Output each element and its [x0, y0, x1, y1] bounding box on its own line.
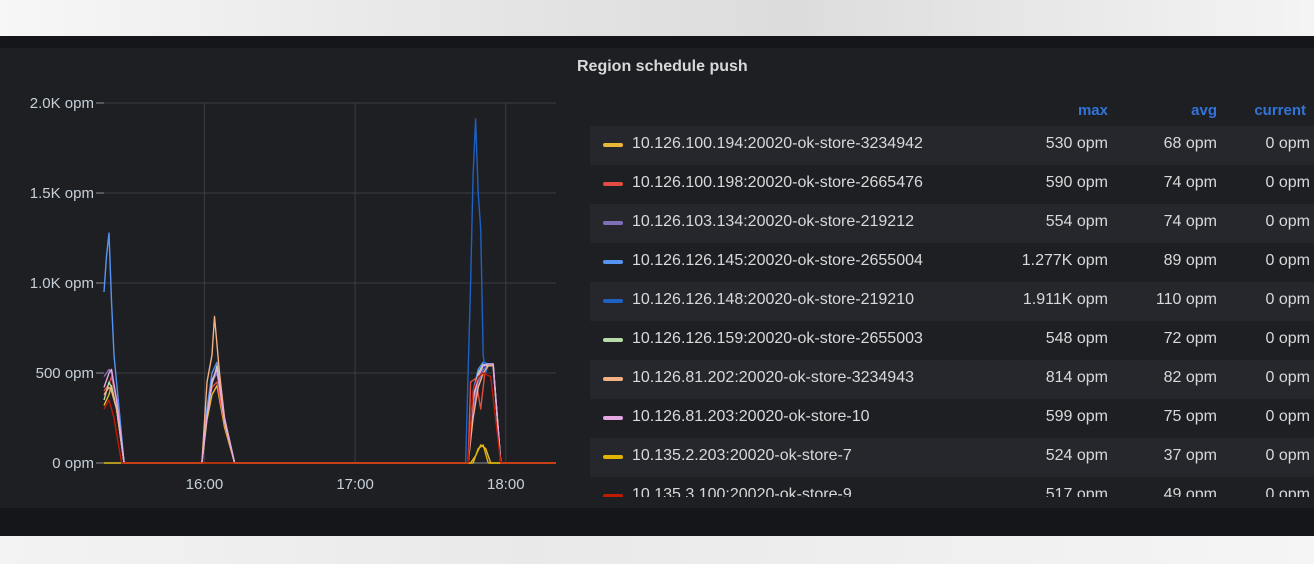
legend-avg-value: 74 opm — [1163, 174, 1217, 191]
page-background-bottom — [0, 536, 1314, 564]
legend-current-value: 0 opm — [1265, 174, 1310, 191]
legend-current-value: 0 opm — [1265, 330, 1310, 347]
legend-current-value: 0 opm — [1265, 447, 1310, 464]
chart-grid — [104, 102, 556, 464]
legend-current-value: 0 opm — [1265, 213, 1310, 230]
legend-series-name: 10.126.100.198:20020-ok-store-2665476 — [632, 174, 923, 191]
legend-title: Region schedule push — [577, 58, 748, 75]
legend-series-name: 10.126.126.159:20020-ok-store-2655003 — [632, 330, 923, 347]
legend-avg-value: 49 opm — [1163, 486, 1217, 497]
legend-header-current[interactable]: current — [1254, 102, 1306, 119]
x-tick-label: 17:00 — [336, 476, 374, 493]
series-line-3[interactable] — [103, 365, 556, 464]
y-tick-label: 2.0K opm — [30, 95, 94, 112]
legend-table: 10.126.100.194:20020-ok-store-3234942 530… — [590, 126, 1314, 497]
series-color-swatch[interactable] — [603, 338, 623, 342]
legend-row[interactable]: 10.135.3.100:20020-ok-store-9 517 opm 49 o… — [590, 477, 1314, 497]
legend-header-max[interactable]: max — [1077, 102, 1108, 119]
series-color-swatch[interactable] — [603, 221, 623, 225]
legend-series-name: 10.135.3.100:20020-ok-store-9 — [632, 486, 852, 497]
series-line-6[interactable] — [103, 363, 556, 464]
series-line-5[interactable] — [104, 118, 556, 464]
legend-max-value: 1.277K opm — [1021, 252, 1108, 269]
legend-max-value: 599 opm — [1045, 408, 1108, 425]
legend-current-value: 0 opm — [1265, 291, 1310, 308]
series-color-swatch[interactable] — [603, 416, 623, 420]
legend-current-value: 0 opm — [1265, 135, 1310, 152]
series-line-10[interactable] — [103, 372, 556, 464]
chart-series-lines — [103, 118, 556, 464]
legend-max-value: 524 opm — [1045, 447, 1108, 464]
series-color-swatch[interactable] — [603, 182, 623, 186]
series-color-swatch[interactable] — [603, 299, 623, 303]
legend-avg-value: 37 opm — [1163, 447, 1217, 464]
legend-header-avg[interactable]: avg — [1191, 102, 1217, 119]
legend-max-value: 814 opm — [1045, 369, 1108, 386]
y-tick-label: 500 opm — [36, 365, 94, 382]
legend-series-name: 10.126.103.134:20020-ok-store-219212 — [632, 213, 914, 230]
legend-row[interactable]: 10.126.100.194:20020-ok-store-3234942 530… — [590, 126, 1314, 165]
x-tick-label: 18:00 — [487, 476, 525, 493]
legend-max-value: 517 opm — [1045, 486, 1108, 497]
series-line-7[interactable] — [103, 315, 556, 464]
y-tick-label: 1.0K opm — [30, 275, 94, 292]
series-line-1[interactable] — [103, 384, 556, 464]
legend-max-value: 554 opm — [1045, 213, 1108, 230]
series-line-2[interactable] — [103, 365, 556, 464]
legend-row[interactable]: 10.126.126.148:20020-ok-store-219210 1.91… — [590, 282, 1314, 321]
legend-row[interactable]: 10.126.81.202:20020-ok-store-3234943 814 … — [590, 360, 1314, 399]
legend-avg-value: 74 opm — [1163, 213, 1217, 230]
series-color-swatch[interactable] — [603, 494, 623, 497]
series-color-swatch[interactable] — [603, 377, 623, 381]
legend-avg-value: 75 opm — [1163, 408, 1217, 425]
legend-max-value: 530 opm — [1045, 135, 1108, 152]
page-background-top — [0, 0, 1314, 36]
series-color-swatch[interactable] — [603, 260, 623, 264]
legend-avg-value: 89 opm — [1163, 252, 1217, 269]
legend-avg-value: 72 opm — [1163, 330, 1217, 347]
legend-row[interactable]: 10.135.2.203:20020-ok-store-7 524 opm 37 o… — [590, 438, 1314, 477]
legend-current-value: 0 opm — [1265, 252, 1310, 269]
series-line-8[interactable] — [103, 363, 556, 464]
legend-series-name: 10.126.81.202:20020-ok-store-3234943 — [632, 369, 914, 386]
legend-avg-value: 82 opm — [1163, 369, 1217, 386]
x-axis: 16:00 17:00 18:00 — [186, 476, 525, 493]
legend-avg-value: 68 opm — [1163, 135, 1217, 152]
legend-max-value: 548 opm — [1045, 330, 1108, 347]
legend-row[interactable]: 10.126.126.159:20020-ok-store-2655003 548… — [590, 321, 1314, 360]
series-line-4[interactable] — [103, 232, 556, 464]
legend-series-name: 10.135.2.203:20020-ok-store-7 — [632, 447, 852, 464]
graph-panel-body — [0, 48, 1314, 508]
legend-max-value: 590 opm — [1045, 174, 1108, 191]
legend-row[interactable]: 10.126.100.198:20020-ok-store-2665476 590… — [590, 165, 1314, 204]
y-axis: 0 opm 500 opm 1.0K opm 1.5K opm 2.0K opm — [30, 95, 104, 472]
line-chart: 0 opm 500 opm 1.0K opm 1.5K opm 2.0K opm 16:… — [30, 95, 556, 493]
legend-series-name: 10.126.126.145:20020-ok-store-2655004 — [632, 252, 923, 269]
legend-series-name: 10.126.100.194:20020-ok-store-3234942 — [632, 135, 923, 152]
y-tick-label: 0 opm — [52, 455, 94, 472]
series-color-swatch[interactable] — [603, 455, 623, 459]
legend-series-name: 10.126.126.148:20020-ok-store-219210 — [632, 291, 914, 308]
legend-current-value: 0 opm — [1265, 408, 1310, 425]
legend-row[interactable]: 10.126.81.203:20020-ok-store-10 599 opm 75… — [590, 399, 1314, 438]
legend-row[interactable]: 10.126.103.134:20020-ok-store-219212 554 … — [590, 204, 1314, 243]
y-tick-label: 1.5K opm — [30, 185, 94, 202]
legend-max-value: 1.911K opm — [1022, 291, 1108, 308]
series-color-swatch[interactable] — [603, 143, 623, 147]
legend-series-name: 10.126.81.203:20020-ok-store-10 — [632, 408, 870, 425]
legend-current-value: 0 opm — [1265, 486, 1310, 497]
legend-current-value: 0 opm — [1265, 369, 1310, 386]
legend-row[interactable]: 10.126.126.145:20020-ok-store-2655004 1.2… — [590, 243, 1314, 282]
legend-avg-value: 110 opm — [1155, 291, 1217, 308]
x-tick-label: 16:00 — [186, 476, 224, 493]
